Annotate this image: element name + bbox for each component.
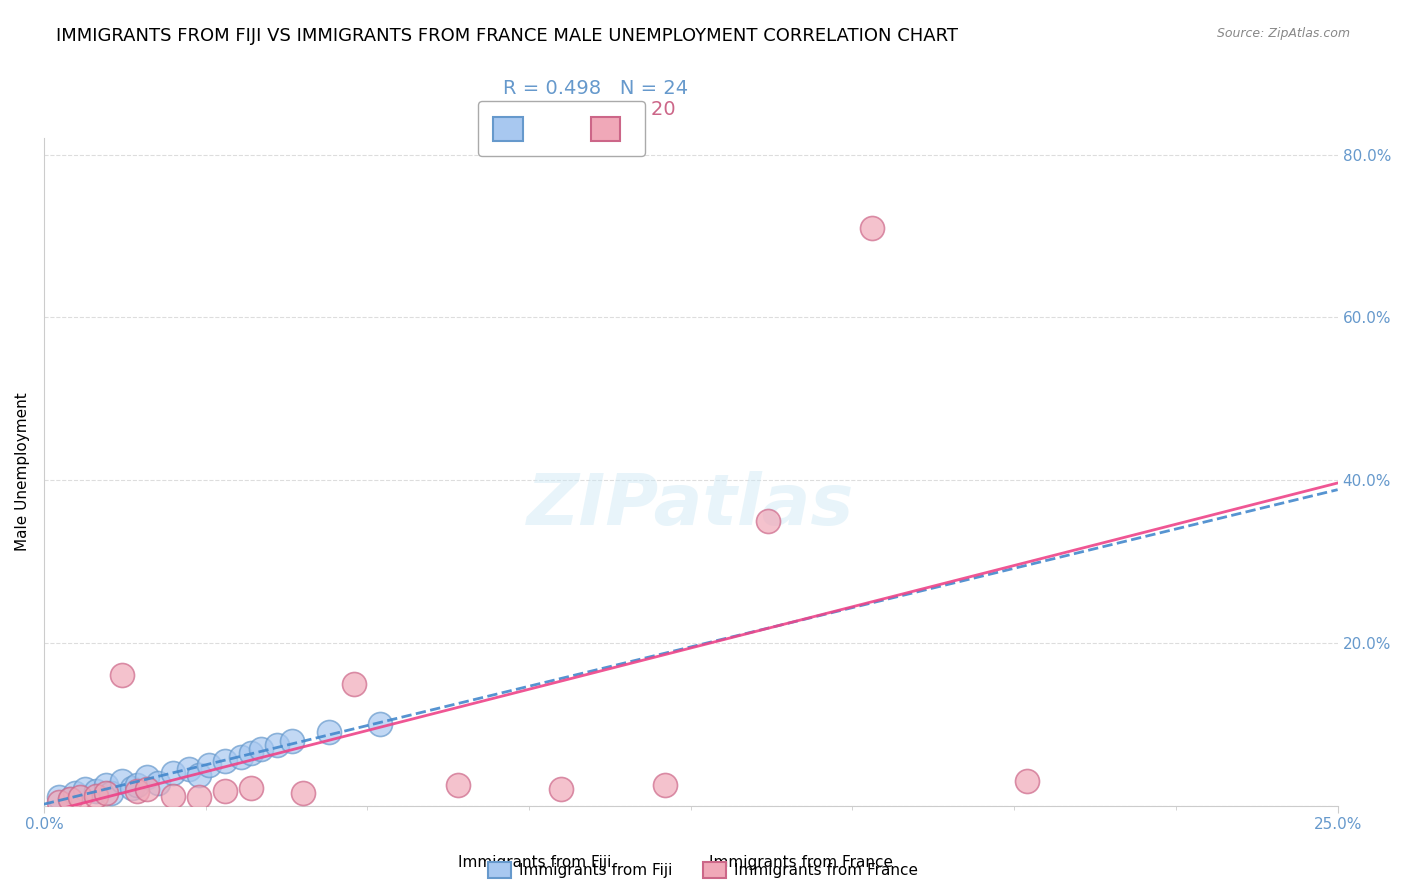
Point (229, 749, 252, 764)
Point (250, 741, 273, 756)
Point (343, 676, 366, 690)
Point (188, 790, 211, 805)
Point (59, 792, 82, 806)
Point (281, 733, 304, 747)
Point (162, 766, 184, 780)
Point (654, 778, 676, 792)
Legend: , : , (478, 102, 645, 156)
Point (177, 762, 200, 776)
Point (214, 784, 236, 798)
Y-axis label: Male Unemployment: Male Unemployment (15, 392, 30, 551)
Text: ZIPatlas: ZIPatlas (527, 471, 855, 540)
Point (136, 770, 159, 784)
Point (860, 221, 883, 235)
Point (239, 780, 262, 795)
Point (758, 514, 780, 528)
Point (146, 776, 169, 790)
Point (59, 792, 82, 806)
Point (447, 778, 470, 792)
Point (291, 786, 314, 800)
Point (198, 758, 221, 772)
Point (48, 790, 70, 805)
Point (84, 784, 107, 798)
Point (188, 767, 211, 781)
Point (100, 786, 122, 800)
Point (214, 754, 236, 768)
Text: R = 0.498   N = 24: R = 0.498 N = 24 (503, 78, 689, 98)
Point (368, 717, 391, 731)
Point (75, 782, 97, 797)
Point (550, 782, 572, 797)
Text: Source: ZipAtlas.com: Source: ZipAtlas.com (1216, 27, 1350, 40)
Point (136, 782, 159, 797)
Point (1017, 774, 1039, 789)
Text: IMMIGRANTS FROM FIJI VS IMMIGRANTS FROM FRANCE MALE UNEMPLOYMENT CORRELATION CHA: IMMIGRANTS FROM FIJI VS IMMIGRANTS FROM … (56, 27, 959, 45)
Point (125, 784, 148, 798)
Text: R = 0.94   N = 20: R = 0.94 N = 20 (503, 100, 676, 120)
Point (239, 746, 262, 760)
Point (121, 780, 143, 795)
Point (266, 738, 288, 752)
Point (125, 778, 148, 792)
Point (110, 668, 132, 682)
Point (110, 774, 132, 789)
Legend: Immigrants from Fiji, Immigrants from France: Immigrants from Fiji, Immigrants from Fr… (482, 856, 924, 884)
Point (84, 789, 107, 803)
Point (318, 725, 340, 739)
Point (94, 778, 117, 792)
Point (162, 789, 184, 803)
Point (94, 786, 117, 800)
Point (48, 795, 70, 809)
Point (63, 786, 86, 800)
Text: Immigrants from France: Immigrants from France (710, 855, 893, 870)
Point (69, 790, 91, 805)
Text: Immigrants from Fiji: Immigrants from Fiji (457, 855, 612, 870)
